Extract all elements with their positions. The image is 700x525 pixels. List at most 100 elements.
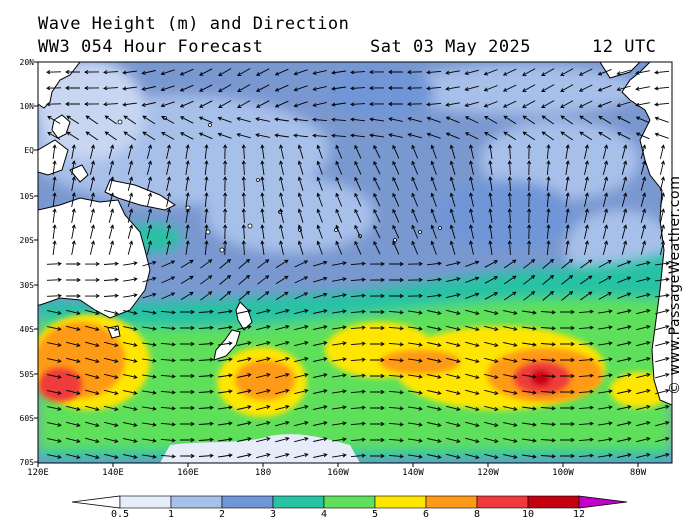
wave-arrow	[407, 132, 422, 139]
wave-arrow	[198, 421, 214, 426]
wave-arrow	[123, 115, 137, 125]
wave-arrow	[484, 276, 499, 284]
wave-arrow	[142, 390, 157, 395]
wave-arrow	[313, 437, 328, 442]
wave-arrow	[103, 293, 119, 298]
colorbar-label: 5	[371, 509, 379, 520]
colorbar-swatch	[323, 495, 376, 509]
wave-arrow	[578, 421, 594, 426]
wave-arrow	[316, 208, 323, 223]
wave-arrow	[260, 144, 265, 159]
wave-arrow	[621, 208, 628, 223]
wave-arrow	[350, 437, 366, 442]
wave-arrow	[84, 102, 100, 107]
wave-arrow	[502, 84, 517, 92]
wave-arrow	[179, 68, 194, 76]
wave-arrow	[297, 176, 304, 191]
wave-arrow	[142, 454, 157, 459]
wave-arrow	[522, 422, 537, 427]
wave-arrow	[503, 406, 518, 411]
wave-arrow	[332, 293, 347, 298]
wave-arrow	[597, 84, 612, 92]
wave-arrow	[654, 116, 669, 123]
wave-arrow	[655, 261, 670, 266]
wave-arrow	[617, 309, 632, 314]
wave-arrow	[446, 261, 461, 267]
wave-arrow	[408, 310, 423, 315]
wave-arrow	[602, 144, 609, 159]
wave-arrow	[540, 326, 556, 331]
wave-arrow	[47, 116, 61, 124]
wave-arrow	[617, 405, 632, 410]
wave-arrow	[160, 326, 176, 331]
wave-arrow	[408, 406, 423, 411]
wave-arrow	[279, 176, 284, 191]
wave-arrow	[85, 309, 100, 316]
wave-arrow	[274, 100, 289, 108]
wave-arrow	[388, 342, 404, 347]
wave-arrow	[146, 224, 153, 239]
wave-arrow	[108, 240, 115, 255]
wave-arrow	[503, 259, 517, 269]
wave-arrow	[388, 310, 404, 315]
wave-arrow	[484, 325, 499, 332]
wave-arrow	[104, 437, 119, 444]
wave-arrow	[578, 325, 594, 330]
wave-arrow	[312, 133, 328, 138]
wave-arrow	[597, 68, 612, 76]
wave-arrow	[388, 133, 403, 138]
wave-arrow	[89, 208, 95, 223]
wave-arrow	[331, 86, 346, 91]
wave-arrow	[636, 404, 651, 411]
wave-arrow	[597, 100, 612, 108]
wave-arrow	[332, 373, 347, 378]
wave-arrow	[621, 176, 628, 191]
wave-arrow	[560, 309, 575, 315]
wave-arrow	[198, 389, 214, 394]
wave-arrow	[256, 308, 271, 315]
wave-arrow	[655, 356, 670, 363]
wave-arrow	[71, 176, 76, 191]
wave-arrow	[488, 240, 493, 255]
wave-arrow	[71, 240, 76, 255]
wave-arrow	[237, 389, 252, 394]
wave-arrow	[430, 224, 437, 239]
wave-arrow	[507, 144, 512, 160]
wave-arrow	[294, 260, 309, 268]
wave-arrow	[255, 68, 270, 76]
colorbar-label: 8	[473, 509, 481, 520]
wave-arrow	[369, 277, 385, 282]
wave-arrow	[275, 452, 290, 459]
wave-arrow	[522, 68, 536, 76]
wave-arrow	[313, 373, 328, 378]
wave-arrow	[502, 68, 517, 76]
wave-arrow	[279, 224, 284, 239]
wave-arrow	[465, 292, 480, 299]
wave-arrow	[142, 358, 157, 363]
wave-arrow	[255, 117, 270, 122]
wave-arrow	[640, 192, 647, 207]
wave-arrow	[449, 224, 456, 239]
wave-arrow	[388, 374, 404, 379]
wave-arrow	[578, 357, 594, 362]
wave-arrow	[332, 325, 347, 330]
wave-arrow	[279, 144, 284, 159]
wave-arrow	[636, 276, 651, 283]
wave-arrow	[85, 357, 100, 364]
wave-arrow	[160, 438, 176, 443]
wave-arrow	[46, 86, 62, 91]
wave-arrow	[47, 406, 62, 411]
lat-label: 10S	[19, 192, 34, 201]
wave-arrow	[200, 275, 213, 285]
wave-arrow	[578, 437, 594, 442]
wave-arrow	[332, 261, 347, 266]
wave-arrow	[426, 261, 442, 266]
wave-arrow	[388, 438, 404, 443]
wave-arrow	[465, 453, 480, 460]
wave-arrow	[238, 274, 251, 285]
wave-arrow	[354, 192, 362, 207]
wave-arrow	[635, 102, 650, 107]
wave-arrow	[260, 176, 265, 191]
wave-arrow	[449, 192, 456, 207]
wave-arrow	[602, 240, 609, 255]
